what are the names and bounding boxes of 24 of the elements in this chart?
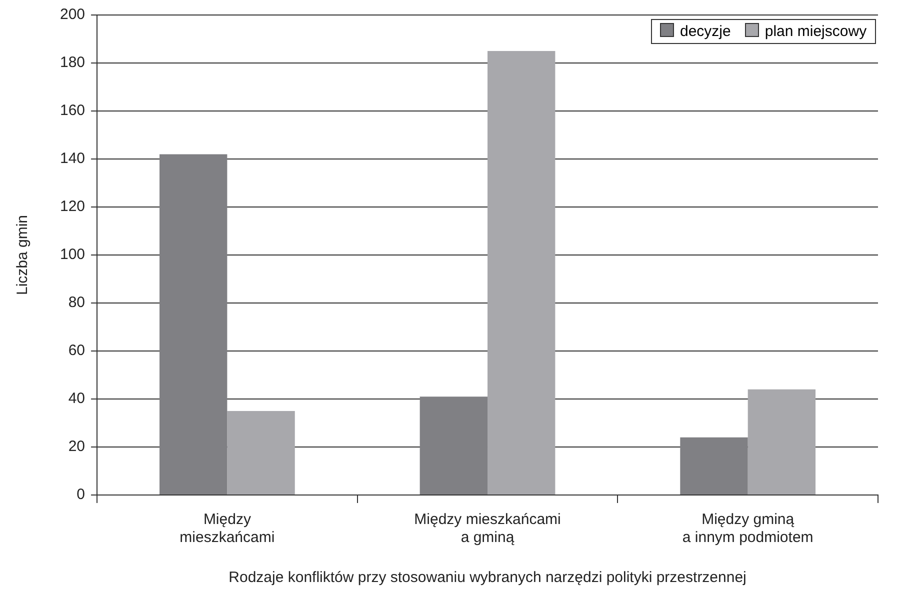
x-axis-title: Rodzaje konfliktów przy stosowaniu wybranych narzędzi polityki przestrzennej [228, 569, 746, 586]
bar [160, 154, 228, 494]
bar [420, 396, 488, 494]
y-tick-label: 40 [68, 390, 86, 408]
bar [748, 389, 816, 494]
y-axis-title: Liczba gmin [14, 214, 32, 296]
x-tick-label: Między mieszkańcami a gminą [414, 511, 561, 546]
y-tick-label: 160 [60, 102, 86, 120]
bar [488, 51, 556, 494]
legend-label: plan miejscowy [764, 23, 867, 40]
y-tick-label: 180 [60, 54, 86, 72]
bar [680, 437, 748, 494]
x-tick-label: Między gminą a innym podmiotem [682, 511, 814, 546]
y-tick-label: 120 [60, 198, 86, 216]
y-tick-label: 200 [60, 6, 86, 24]
legend-label: decyzje [679, 23, 731, 40]
y-tick-label: 0 [76, 486, 86, 504]
x-tick-label: Między mieszkańcami [180, 511, 275, 546]
y-tick-label: 80 [68, 294, 86, 312]
bar [227, 411, 295, 494]
y-tick-label: 100 [60, 246, 86, 264]
y-tick-label: 60 [68, 342, 86, 360]
y-tick-label: 20 [68, 438, 86, 456]
y-tick-label: 140 [60, 150, 86, 168]
